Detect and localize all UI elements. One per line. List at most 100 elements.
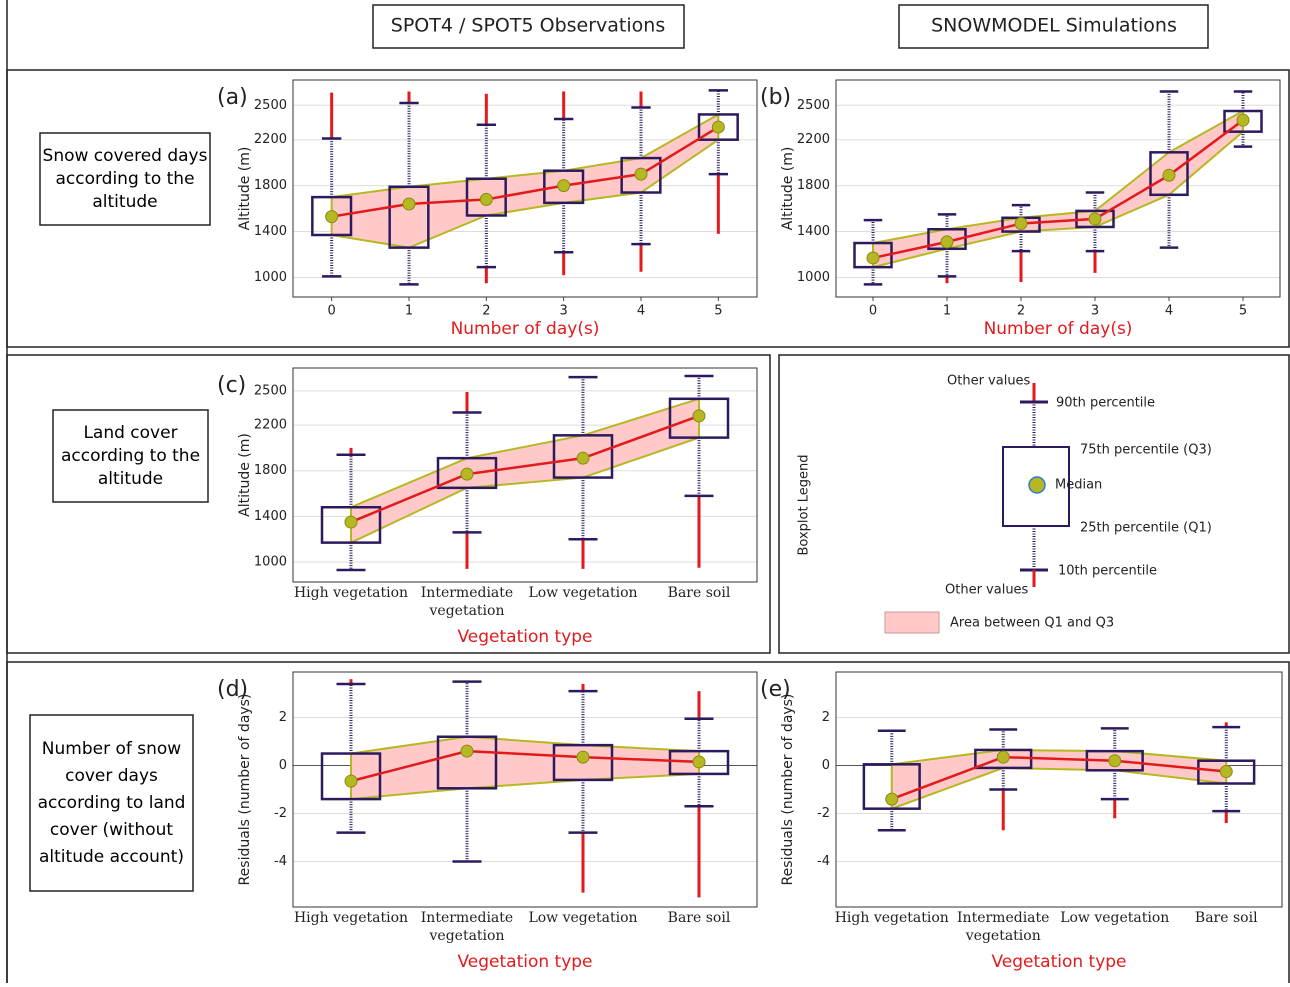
y-axis-title: Residuals (number of days): [780, 694, 796, 886]
panel-label: (b): [760, 85, 791, 110]
column-header: SNOWMODEL Simulations: [931, 15, 1177, 37]
median: [460, 467, 474, 481]
x-tick-label: 5: [714, 304, 722, 319]
x-tick-label: Intermediate vegetation: [957, 910, 1050, 944]
y-tick-label: 1800: [254, 463, 287, 478]
y-tick-label: 1000: [254, 555, 287, 570]
y-tick-label: 2: [279, 710, 287, 725]
median-line: [350, 749, 700, 783]
x-tick-label-box: Low vegetation: [528, 910, 638, 926]
median-line: [331, 126, 719, 218]
x-axis-title: Number of day(s): [451, 319, 600, 339]
x-axis-title: Number of day(s): [984, 319, 1133, 339]
box: [1197, 759, 1256, 785]
panel-label: (d): [217, 677, 248, 702]
y-axis-title: Residuals (number of days): [237, 694, 253, 886]
x-tick-label: Intermediate vegetation: [420, 585, 514, 619]
x-tick-label: High vegetation: [293, 910, 409, 926]
median: [460, 744, 474, 758]
box: [436, 735, 498, 790]
legend-label: Area between Q1 and Q3: [950, 616, 1114, 631]
box: [436, 456, 498, 490]
y-tick-label: 0: [279, 758, 287, 773]
box: [388, 185, 430, 249]
x-tick-label: Low vegetation: [528, 585, 638, 601]
x-tick-label-box: High vegetation: [294, 585, 408, 601]
x-tick-label-box: Bare soil: [1194, 910, 1258, 926]
y-tick-label: 2200: [254, 418, 287, 433]
median-line: [872, 119, 1244, 260]
plot-frame: [292, 671, 758, 908]
box: [552, 434, 614, 479]
box: [1149, 151, 1189, 197]
y-tick-label: 1400: [254, 509, 287, 524]
x-tick-label-box: Intermediate vegetation: [957, 910, 1050, 944]
legend-label: Other values: [947, 374, 1031, 389]
x-tick-label: 5: [1239, 304, 1247, 319]
box: [320, 505, 382, 544]
median: [1108, 754, 1122, 768]
x-tick-label: 2: [1017, 304, 1025, 319]
x-tick-label: 3: [1091, 304, 1099, 319]
x-tick-label: 4: [1165, 304, 1173, 319]
box: [552, 743, 614, 782]
y-tick-label: 2500: [797, 98, 830, 113]
y-tick-label: 1400: [797, 224, 830, 239]
box: [620, 156, 662, 194]
median: [576, 451, 590, 465]
median: [344, 515, 358, 529]
x-tick-label: Bare soil: [1194, 910, 1258, 926]
plot-frame: [292, 367, 758, 583]
median: [557, 179, 571, 193]
x-tick-label: Low vegetation: [1060, 910, 1170, 926]
y-tick-label: 1800: [254, 178, 287, 193]
x-tick-label: 1: [943, 304, 951, 319]
x-tick-label: 1: [405, 304, 413, 319]
x-tick-label: Low vegetation: [528, 910, 638, 926]
box: [697, 113, 739, 141]
x-tick-label: High vegetation: [834, 910, 949, 926]
median: [1162, 168, 1176, 182]
x-tick-label: 0: [869, 304, 877, 319]
legend-label: 75th percentile (Q3): [1080, 443, 1212, 458]
median-line: [891, 755, 1227, 801]
median: [1088, 212, 1102, 226]
median: [866, 251, 880, 265]
x-tick-label-box: Intermediate vegetation: [420, 585, 514, 619]
box: [311, 195, 353, 237]
x-tick-label-box: Bare soil: [668, 910, 731, 926]
legend-diagram: [884, 383, 1070, 634]
x-axis-title: Vegetation type: [457, 627, 592, 647]
row-label: Snow covered days according to the altit…: [42, 145, 208, 212]
x-axis-title: Vegetation type: [991, 952, 1126, 972]
legend-label: 25th percentile (Q1): [1080, 521, 1212, 536]
y-tick-label: 1000: [797, 270, 830, 285]
y-tick-label: 2200: [254, 132, 287, 147]
median: [940, 235, 954, 249]
median: [344, 774, 358, 788]
median: [1236, 113, 1250, 127]
x-tick-label-box: Bare soil: [668, 585, 731, 601]
y-tick-label: -4: [274, 854, 287, 869]
plot-frame: [835, 671, 1283, 908]
median: [479, 192, 493, 206]
y-tick-label: -2: [817, 806, 830, 821]
plot-frame: [292, 79, 758, 298]
legend-label: 10th percentile: [1058, 564, 1157, 579]
x-tick-label-box: High vegetation: [293, 910, 409, 926]
box: [1223, 109, 1263, 133]
median: [692, 755, 706, 769]
median: [1219, 765, 1233, 779]
y-tick-label: 2: [822, 710, 830, 725]
box: [320, 752, 382, 801]
y-tick-label: 0: [822, 758, 830, 773]
legend-label: 90th percentile: [1056, 396, 1155, 411]
median-line: [350, 414, 700, 524]
x-tick-label-box: Intermediate vegetation: [421, 910, 513, 944]
median: [711, 120, 725, 134]
y-tick-label: 1000: [254, 270, 287, 285]
box: [862, 763, 921, 810]
panel-label: (c): [217, 373, 246, 398]
y-tick-label: 1800: [797, 178, 830, 193]
x-tick-label: 4: [637, 304, 645, 319]
